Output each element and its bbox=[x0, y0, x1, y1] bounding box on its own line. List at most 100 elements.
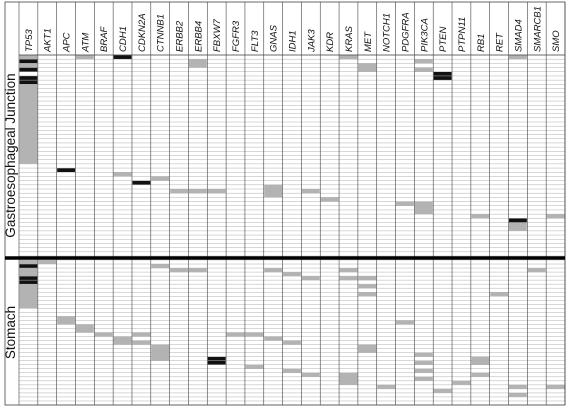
mutation-cell-gastroesophageal-junction-atm-0 bbox=[75, 55, 94, 60]
gene-label-ptpn11: PTPN11 bbox=[457, 17, 468, 52]
mutation-cell-stomach-kras-30 bbox=[339, 380, 358, 385]
mutation-cell-stomach-idh1-3 bbox=[283, 272, 301, 277]
mutation-cell-gastroesophageal-junction-gnas-32 bbox=[264, 189, 283, 194]
mutation-cell-stomach-jak3-28 bbox=[301, 372, 320, 377]
mutation-cell-gastroesophageal-junction-pten-5 bbox=[433, 75, 452, 81]
mutation-cell-gastroesophageal-junction-kdr-34 bbox=[320, 197, 339, 202]
mutation-cell-stomach-met-22 bbox=[358, 348, 377, 353]
mutation-cell-stomach-atm-16 bbox=[75, 324, 94, 329]
gene-label-atm: ATM bbox=[80, 33, 91, 53]
mutation-cell-gastroesophageal-junction-tp53-6 bbox=[19, 80, 38, 85]
mutation-cell-stomach-tp53-9 bbox=[19, 296, 38, 301]
mutation-cell-gastroesophageal-junction-tp53-8 bbox=[19, 88, 38, 93]
mutation-cell-gastroesophageal-junction-tp53-5 bbox=[19, 75, 38, 81]
mutation-cell-gastroesophageal-junction-gnas-33 bbox=[264, 193, 283, 198]
mutation-cell-gastroesophageal-junction-met-2 bbox=[358, 63, 377, 68]
mutation-cell-gastroesophageal-junction-tp53-19 bbox=[19, 134, 38, 139]
gene-label-erbb2: ERBB2 bbox=[175, 20, 186, 52]
gene-label-cdkn2a: CDKN2A bbox=[137, 13, 148, 52]
gene-label-smarcb1: SMARCB1 bbox=[532, 6, 543, 52]
mutation-cell-gastroesophageal-junction-met-3 bbox=[358, 67, 377, 72]
mutation-cell-gastroesophageal-junction-cdkn2a-30 bbox=[132, 180, 151, 185]
mutation-cell-stomach-kras-4 bbox=[339, 276, 358, 281]
mutation-cell-stomach-atm-17 bbox=[75, 328, 94, 333]
gene-label-kras: KRAS bbox=[344, 25, 355, 52]
mutation-cell-stomach-gnas-2 bbox=[264, 268, 283, 273]
mutation-cell-gastroesophageal-junction-tp53-25 bbox=[19, 159, 38, 164]
mutation-cell-gastroesophageal-junction-pik3ca-35 bbox=[414, 201, 433, 206]
mutation-cell-stomach-pik3ca-25 bbox=[414, 360, 433, 365]
mutation-cell-stomach-tp53-6 bbox=[19, 284, 38, 289]
mutation-cell-gastroesophageal-junction-pdgfra-35 bbox=[396, 201, 414, 206]
mutation-cell-stomach-tp53-4 bbox=[19, 276, 38, 281]
mutation-cell-stomach-tp53-7 bbox=[19, 288, 38, 293]
mutation-cell-gastroesophageal-junction-gnas-31 bbox=[264, 184, 283, 189]
mutation-cell-stomach-smad4-31 bbox=[509, 384, 527, 389]
mutation-cell-stomach-met-4 bbox=[358, 276, 377, 281]
mutation-cell-stomach-fbxw7-24 bbox=[207, 356, 226, 361]
mutation-cell-stomach-idh1-27 bbox=[283, 368, 301, 373]
gene-label-apc: APC bbox=[62, 32, 73, 53]
mutation-cell-stomach-ctnnb1-1 bbox=[151, 264, 170, 269]
mutation-cell-gastroesophageal-junction-smad4-0 bbox=[509, 55, 527, 60]
gene-label-smad4: SMAD4 bbox=[513, 19, 524, 52]
mutation-cell-gastroesophageal-junction-tp53-22 bbox=[19, 147, 38, 152]
mutation-cell-gastroesophageal-junction-tp53-1 bbox=[19, 59, 38, 64]
gene-label-fgfr3: FGFR3 bbox=[231, 20, 242, 52]
mutation-cell-stomach-ctnnb1-23 bbox=[151, 352, 170, 357]
mutation-cell-stomach-gnas-19 bbox=[264, 336, 283, 341]
mutation-cell-stomach-met-6 bbox=[358, 284, 377, 289]
mutation-cell-gastroesophageal-junction-tp53-15 bbox=[19, 117, 38, 122]
mutation-cell-stomach-tp53-3 bbox=[19, 272, 38, 277]
mutation-cell-gastroesophageal-junction-tp53-21 bbox=[19, 142, 38, 148]
group-label-stomach: Stomach bbox=[3, 306, 18, 359]
mutation-cell-stomach-pdgfra-15 bbox=[396, 320, 414, 325]
mutation-cell-stomach-cdkn2a-20 bbox=[132, 340, 151, 345]
mutation-cell-gastroesophageal-junction-tp53-16 bbox=[19, 122, 38, 127]
mutation-cell-gastroesophageal-junction-tp53-9 bbox=[19, 92, 38, 97]
gene-label-flt3: FLT3 bbox=[250, 30, 261, 52]
gene-label-notch1: NOTCH1 bbox=[382, 13, 393, 52]
mutation-cell-stomach-smad4-33 bbox=[509, 392, 527, 397]
mutation-cell-gastroesophageal-junction-erbb4-2 bbox=[188, 63, 207, 68]
mutation-cell-gastroesophageal-junction-tp53-17 bbox=[19, 126, 38, 131]
mutation-cell-stomach-rb1-25 bbox=[471, 360, 490, 365]
gene-label-fbxw7: FBXW7 bbox=[212, 19, 223, 52]
mutation-cell-gastroesophageal-junction-tp53-12 bbox=[19, 105, 38, 110]
mutation-cell-stomach-flt3-18 bbox=[245, 332, 264, 337]
mutation-cell-stomach-kras-2 bbox=[339, 268, 358, 273]
gene-label-ret: RET bbox=[495, 32, 506, 52]
gene-label-braf: BRAF bbox=[99, 25, 110, 52]
mutation-cell-stomach-tp53-8 bbox=[19, 292, 38, 297]
gene-label-jak3: JAK3 bbox=[306, 29, 317, 53]
mutation-cell-stomach-pik3ca-27 bbox=[414, 368, 433, 373]
mutation-cell-stomach-cdh1-20 bbox=[113, 340, 132, 345]
mutation-cell-gastroesophageal-junction-tp53-10 bbox=[19, 96, 38, 102]
mutation-cell-stomach-ctnnb1-22 bbox=[151, 348, 170, 353]
mutation-cell-stomach-ctnnb1-21 bbox=[151, 344, 170, 349]
mutation-cell-gastroesophageal-junction-tp53-11 bbox=[19, 101, 38, 106]
mutation-cell-stomach-smo-31 bbox=[546, 384, 565, 389]
mutation-cell-gastroesophageal-junction-fbxw7-32 bbox=[207, 189, 226, 194]
mutation-cell-stomach-pten-32 bbox=[433, 388, 452, 393]
group-label-gastroesophageal-junction: Gastroesophageal Junction bbox=[3, 73, 18, 237]
mutation-cell-gastroesophageal-junction-pik3ca-36 bbox=[414, 205, 433, 210]
mutation-cell-gastroesophageal-junction-pik3ca-37 bbox=[414, 209, 433, 215]
mutation-cell-stomach-kras-28 bbox=[339, 372, 358, 377]
grid-layer bbox=[4, 1, 566, 406]
labels-layer: Gastroesophageal Junction Stomach TP53 AKT1… bbox=[3, 6, 562, 359]
mutation-cell-stomach-pik3ca-23 bbox=[414, 352, 433, 357]
mutation-cell-gastroesophageal-junction-smo-38 bbox=[546, 214, 565, 219]
mutation-cell-stomach-tp53-11 bbox=[19, 304, 38, 309]
gene-label-pdgfra: PDGFRA bbox=[400, 12, 411, 52]
gene-label-rb1: RB1 bbox=[476, 34, 487, 52]
mutation-cell-gastroesophageal-junction-tp53-24 bbox=[19, 155, 38, 160]
gene-label-kdr: KDR bbox=[325, 32, 336, 52]
mutation-cell-gastroesophageal-junction-ctnnb1-29 bbox=[151, 176, 170, 181]
gene-label-pten: PTEN bbox=[438, 27, 449, 52]
mutation-cell-gastroesophageal-junction-erbb4-32 bbox=[188, 189, 207, 194]
mutation-cell-gastroesophageal-junction-tp53-7 bbox=[19, 84, 38, 89]
cells-layer bbox=[19, 55, 565, 397]
mutation-cell-gastroesophageal-junction-smad4-41 bbox=[509, 226, 527, 231]
